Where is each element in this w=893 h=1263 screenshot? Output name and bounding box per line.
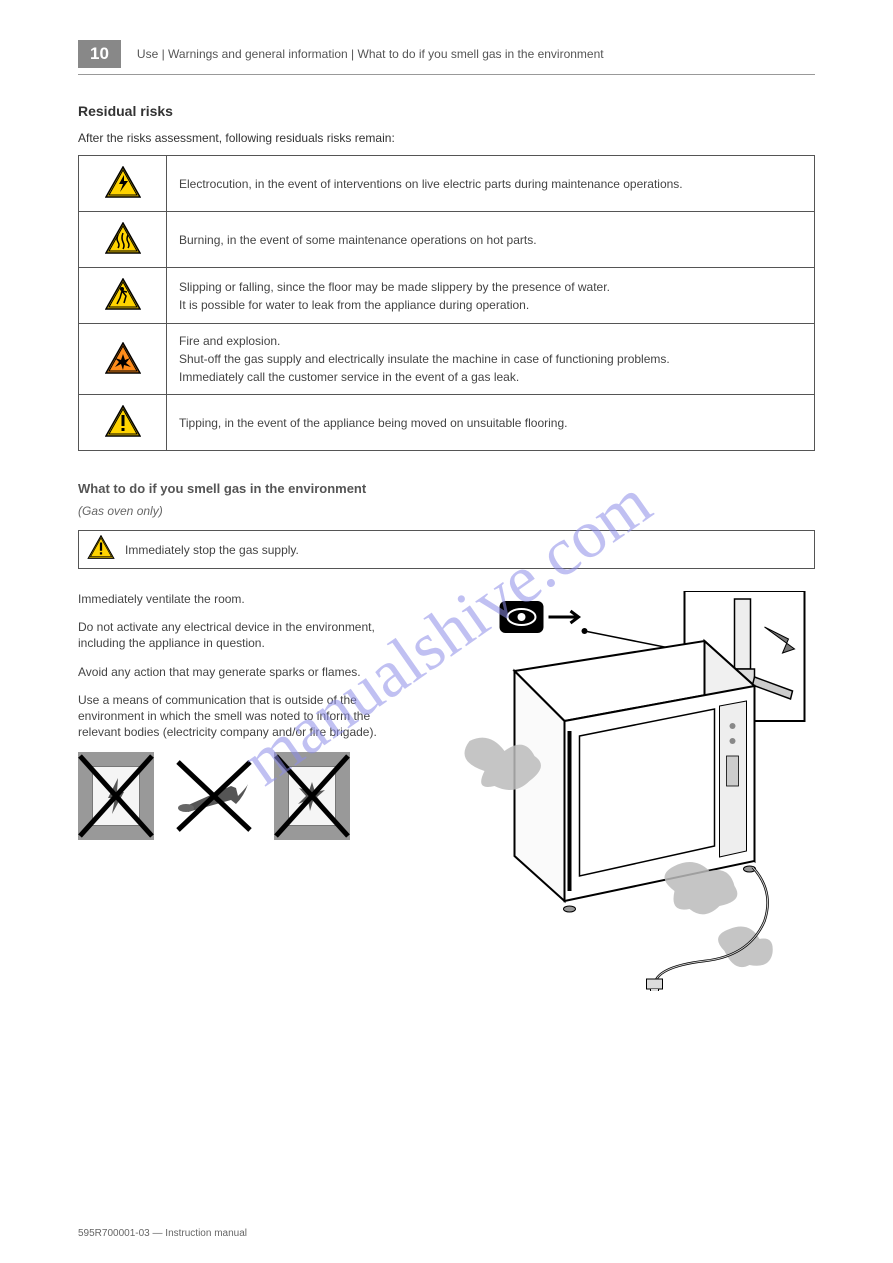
warning-icon: [87, 535, 115, 559]
gas-instruction: Use a means of communication that is out…: [78, 692, 378, 741]
prohibit-row: [78, 752, 378, 840]
hazard-text: Immediately call the customer service in…: [179, 370, 802, 384]
hazard-icon-cell: [79, 268, 167, 324]
section-intro-residual: After the risks assessment, following re…: [78, 131, 815, 145]
slip-hazard-icon: [105, 278, 141, 310]
table-row: Electrocution, in the event of intervent…: [79, 156, 815, 212]
left-column: Immediately ventilate the room. Do not a…: [78, 591, 378, 996]
breadcrumb: Use | Warnings and general information |…: [137, 47, 604, 61]
prohibit-flame-icon: [176, 752, 252, 840]
section-title-gas: What to do if you smell gas in the envir…: [78, 481, 815, 496]
hazard-icon-cell: [79, 156, 167, 212]
footer-text: 595R700001-03 — Instruction manual: [78, 1228, 815, 1239]
hazard-table: Electrocution, in the event of intervent…: [78, 155, 815, 451]
hazard-desc: Burning, in the event of some maintenanc…: [167, 212, 815, 268]
gas-instruction: Immediately ventilate the room.: [78, 591, 378, 607]
alert-icon-cell: [87, 535, 117, 564]
generic-hazard-icon: [105, 405, 141, 437]
hazard-icon-cell: [79, 212, 167, 268]
hazard-desc: Tipping, in the event of the appliance b…: [167, 395, 815, 451]
hazard-desc: Slipping or falling, since the floor may…: [167, 268, 815, 324]
gas-only-note: (Gas oven only): [78, 504, 815, 518]
hazard-text: Tipping, in the event of the appliance b…: [179, 416, 802, 430]
table-row: Fire and explosion. Shut-off the gas sup…: [79, 324, 815, 395]
explosion-hazard-icon: [105, 342, 141, 374]
alert-text: Immediately stop the gas supply.: [117, 543, 299, 557]
hazard-desc: Electrocution, in the event of intervent…: [167, 156, 815, 212]
two-column-region: Immediately ventilate the room. Do not a…: [78, 591, 815, 996]
hazard-text: Fire and explosion.: [179, 334, 802, 348]
page-header: 10 Use | Warnings and general informatio…: [78, 40, 815, 75]
hazard-text: Burning, in the event of some maintenanc…: [179, 233, 802, 247]
oven-diagram: [394, 591, 815, 991]
gas-instruction: Do not activate any electrical device in…: [78, 619, 378, 651]
prohibit-electric-icon: [78, 752, 154, 840]
table-row: Tipping, in the event of the appliance b…: [79, 395, 815, 451]
right-column: [394, 591, 815, 996]
hazard-icon-cell: [79, 395, 167, 451]
prohibit-spark-icon: [274, 752, 350, 840]
hazard-text: Slipping or falling, since the floor may…: [179, 280, 802, 294]
gas-instruction: Avoid any action that may generate spark…: [78, 664, 378, 680]
table-row: Slipping or falling, since the floor may…: [79, 268, 815, 324]
section-title-residual: Residual risks: [78, 103, 815, 119]
hazard-icon-cell: [79, 324, 167, 395]
hazard-text: Electrocution, in the event of intervent…: [179, 177, 802, 191]
inline-alert: Immediately stop the gas supply.: [78, 530, 815, 569]
hazard-text: It is possible for water to leak from th…: [179, 298, 802, 312]
electric-hazard-icon: [105, 166, 141, 198]
hazard-text: Shut-off the gas supply and electrically…: [179, 352, 802, 366]
hazard-desc: Fire and explosion. Shut-off the gas sup…: [167, 324, 815, 395]
table-row: Burning, in the event of some maintenanc…: [79, 212, 815, 268]
hot-surface-icon: [105, 222, 141, 254]
page-number: 10: [78, 40, 121, 68]
